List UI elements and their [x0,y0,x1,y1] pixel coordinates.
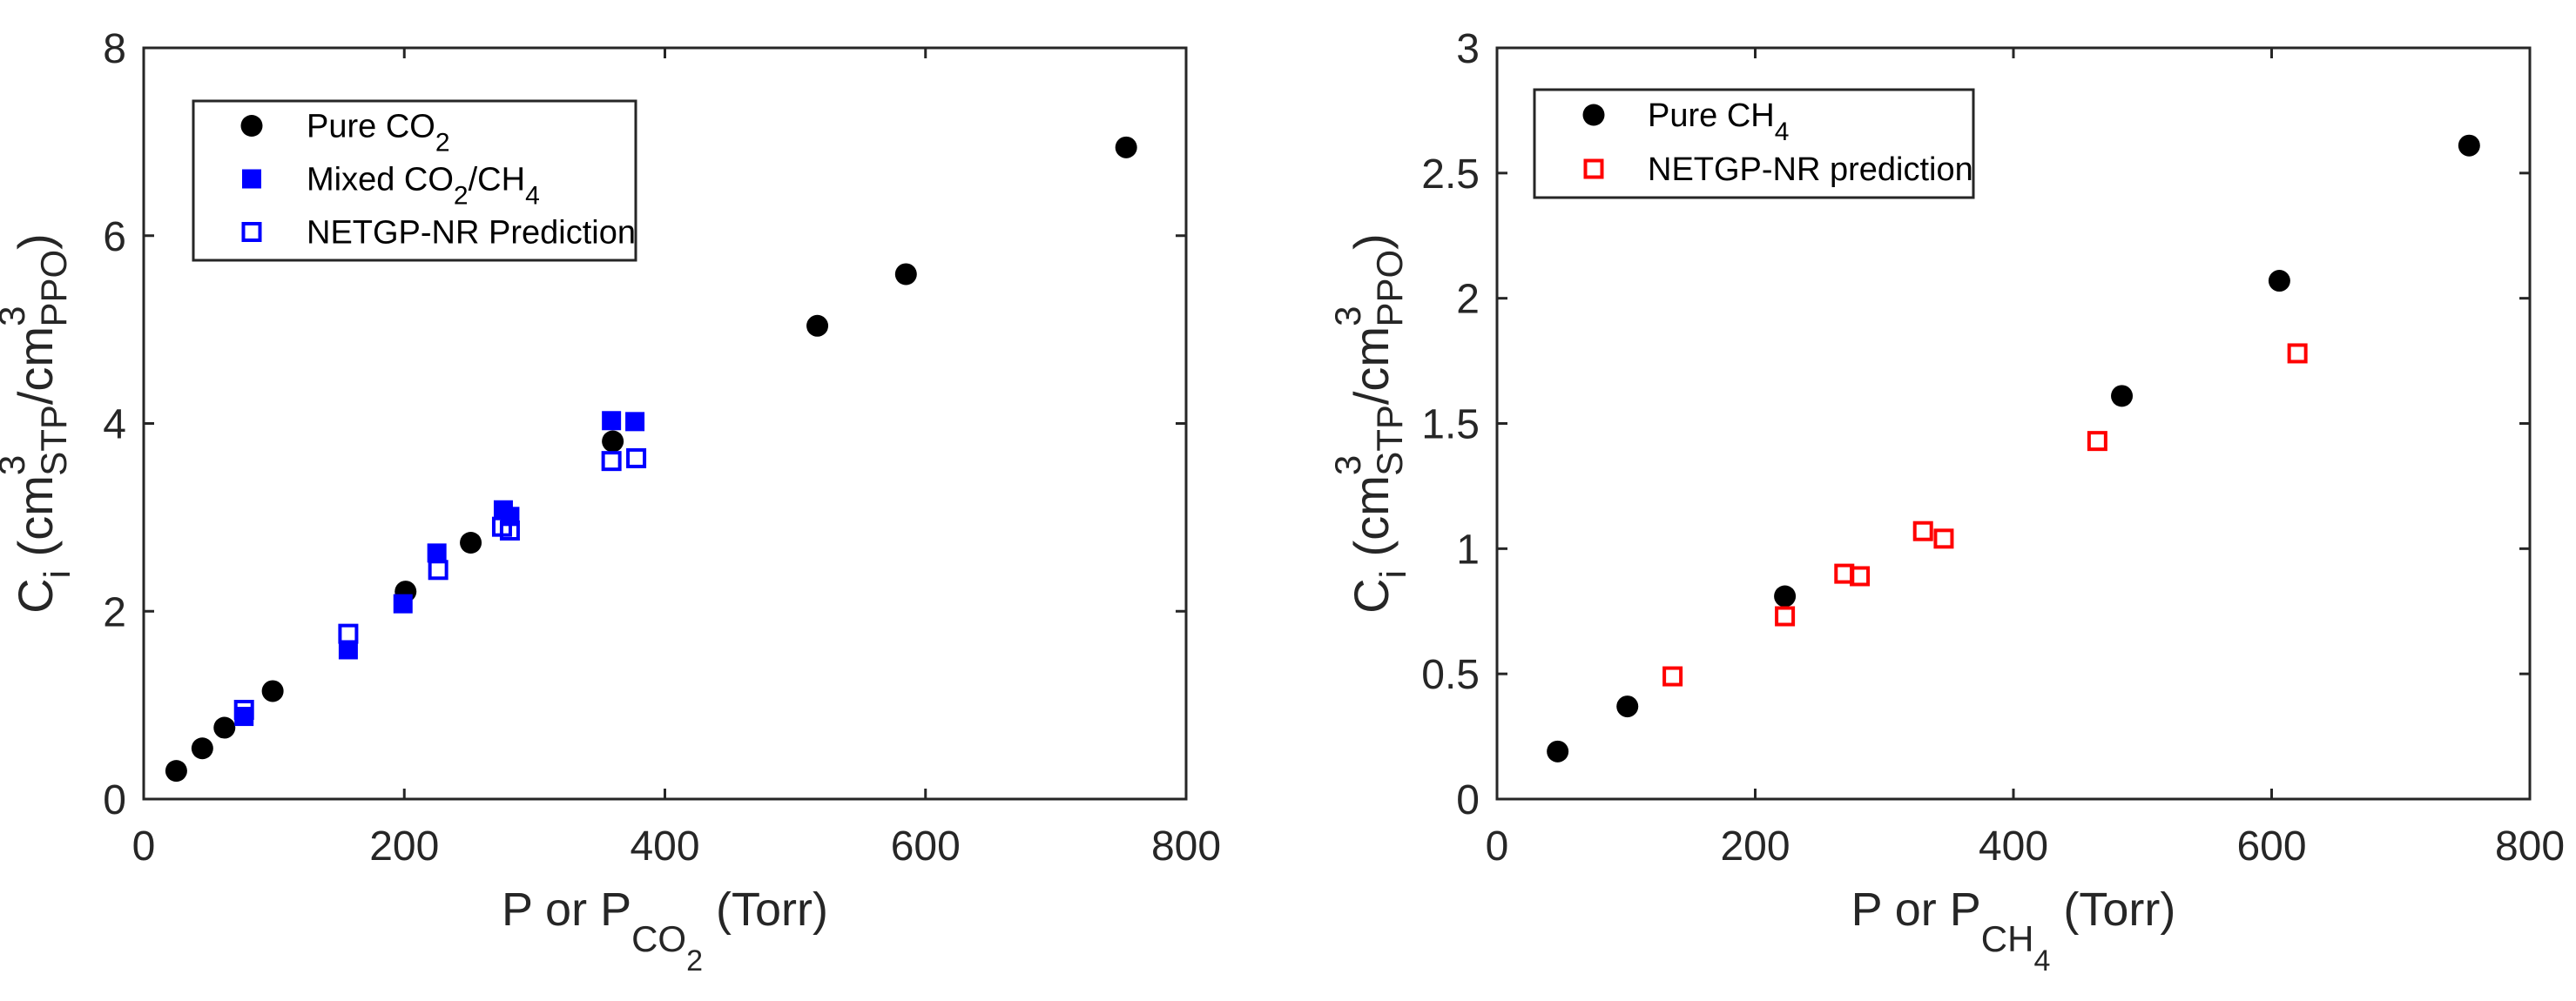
x-tick-label: 200 [1720,823,1790,870]
series-mixed-co2-ch4 [234,411,645,727]
data-point [1774,585,1797,608]
legend-marker-circle-filled-icon [1582,104,1605,126]
data-point [261,680,284,702]
y-tick-label: 8 [103,26,126,72]
legend-marker-square-filled-icon [242,169,261,189]
y-tick-label: 1 [1456,527,1480,573]
legend-item: NETGP-NR prediction [1583,151,1973,188]
legend-marker-square-open-icon [241,222,262,242]
y-tick-label: 3 [1456,26,1480,72]
data-point [427,543,447,563]
series-netgp-nr-prediction [1662,343,2308,687]
legend-marker-square-open-icon [1583,158,1604,179]
legend-item: Pure CH4 [1582,97,1789,146]
legend-item: Pure CO2 [240,109,450,158]
data-point [1912,521,1933,541]
y-tick-label: 4 [103,402,126,448]
x-tick-label: 400 [630,823,699,870]
y-tick-label: 6 [103,214,126,260]
data-point [601,451,622,472]
data-point [1547,740,1569,763]
legend-marker-circle-filled-icon [240,115,263,137]
data-point [1850,566,1871,587]
y-axis-label: Ci (cm3STP/cm3PPO) [1327,233,1413,614]
data-point [213,716,236,739]
data-point [191,737,213,760]
data-point [499,520,520,541]
legend-box [1533,88,1975,199]
data-point [338,623,359,644]
y-tick-label: 0 [1456,777,1480,823]
x-tick-label: 600 [891,823,961,870]
legend-item: Mixed CO2/CH4 [242,162,540,211]
chart-panel-right: 0 200 400 600 800 0 0.5 1 1.5 2 2.5 3 P or PCH4 (Tor… [1327,26,2565,977]
data-point [806,314,829,337]
legend: Pure CH4 NETGP-NR prediction [1533,88,1975,199]
y-tick-label: 1.5 [1421,402,1480,448]
chart-panel-left: 0 200 400 600 800 0 2 4 6 8 P or PCO2 (Torr) Ci (cm… [0,26,1221,977]
x-tick-label: 0 [1486,823,1509,870]
data-point [165,760,187,783]
data-point [1115,136,1137,158]
data-point [602,430,624,453]
legend-label: NETGP-NR prediction [1648,151,1973,188]
data-point [428,560,448,581]
data-point [2087,431,2107,452]
y-tick-label: 2.5 [1421,151,1480,198]
x-tick-label: 0 [132,823,156,870]
series-pure-co2 [165,136,1137,783]
data-point [2268,270,2290,292]
data-point [894,263,917,286]
data-point [460,532,482,554]
y-tick-label: 0 [103,777,126,823]
plot-area [165,136,1137,783]
data-point [338,640,358,660]
x-tick-label: 600 [2236,823,2306,870]
y-tick-label: 2 [1456,277,1480,323]
data-point [626,447,647,468]
legend-label: NETGP-NR Prediction [307,215,636,252]
y-tick-label: 0.5 [1421,652,1480,698]
data-point [602,411,622,431]
legend-item: NETGP-NR Prediction [241,215,636,252]
data-point [233,700,254,721]
data-point [625,412,645,432]
y-tick-label: 2 [103,589,126,635]
series-netgp-nr-prediction [233,447,647,721]
x-tick-label: 800 [2495,823,2565,870]
x-tick-label: 200 [369,823,439,870]
y-axis-label: Ci (cm3STP/cm3PPO) [0,233,78,614]
data-point [1616,695,1639,718]
x-tick-label: 400 [1979,823,2048,870]
data-point [1662,666,1683,687]
data-point [1775,606,1796,627]
legend-label: Mixed CO2/CH4 [307,162,540,211]
legend-label: Pure CH4 [1648,97,1789,146]
x-axis-label: P or PCH4 (Torr) [1851,883,2176,977]
legend-box [192,99,637,262]
data-point [1933,528,1954,549]
data-point [393,594,413,614]
data-point [2458,134,2480,157]
series-pure-ch4 [1547,134,2480,763]
x-tick-label: 800 [1151,823,1221,870]
legend-label: Pure CO2 [307,109,450,158]
x-axis-label: P or PCO2 (Torr) [502,883,828,977]
plot-area [1547,134,2480,763]
data-point [2111,385,2134,407]
data-point [2287,343,2308,364]
